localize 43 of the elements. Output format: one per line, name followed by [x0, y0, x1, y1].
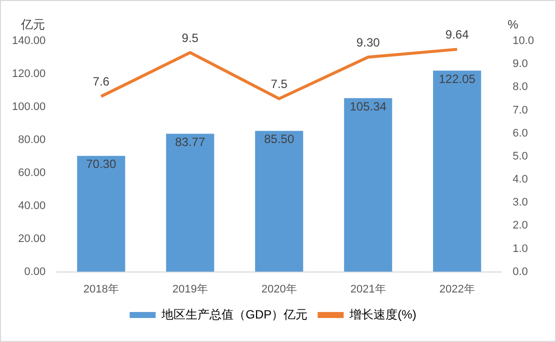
x-tick-label: 2018年: [83, 283, 119, 296]
y2-tick-label: 3.0: [512, 196, 528, 209]
bar: [77, 156, 126, 272]
data-label: 122.05: [438, 72, 476, 86]
y2-tick-label: 1.0: [512, 242, 528, 255]
y-tick-label: 20.00: [18, 232, 46, 245]
y-tick-label: 140.00: [12, 35, 46, 48]
y-tick-label: 60.00: [18, 166, 46, 179]
y-axis-title: 亿元: [20, 17, 45, 32]
data-label: 9.5: [182, 30, 199, 45]
data-label: 85.50: [264, 132, 294, 146]
y2-axis-title: %: [508, 17, 519, 32]
data-label: 7.5: [270, 77, 288, 92]
y2-tick-label: 4.0: [512, 174, 528, 186]
bar: [433, 70, 482, 272]
y2-tick-label: 10.0: [512, 35, 534, 48]
data-label: 9.30: [356, 35, 380, 50]
y2-tick-label: 7.0: [512, 104, 528, 116]
y2-tick-label: 2.0: [512, 220, 528, 232]
y-tick-label: 80.00: [18, 134, 46, 146]
y-tick-label: 100.00: [12, 100, 46, 113]
y-tick-label: 0.00: [24, 266, 46, 278]
y-tick-label: 120.00: [12, 68, 46, 80]
x-tick-label: 2019年: [172, 283, 208, 296]
legend-label: 地区生产总值（GDP）亿元: [160, 307, 308, 322]
y-tick-label: 40.00: [18, 200, 46, 212]
data-label: 83.77: [175, 135, 206, 150]
bar: [344, 98, 392, 272]
y2-tick-label: 8.0: [512, 81, 528, 94]
data-label: 9.64: [445, 28, 470, 42]
bar: [255, 130, 304, 272]
y2-tick-label: 9.0: [512, 58, 528, 70]
x-tick-label: 2021年: [350, 283, 386, 296]
data-label: 105.34: [350, 99, 387, 114]
x-tick-label: 2020年: [261, 283, 297, 296]
y2-tick-label: 0.0: [512, 266, 528, 278]
y2-tick-label: 5.0: [512, 150, 528, 162]
legend-label: 增长速度(%): [348, 307, 416, 322]
data-label: 70.30: [86, 157, 116, 172]
bar: [166, 134, 214, 272]
y2-tick-label: 6.0: [512, 127, 528, 140]
x-tick-label: 2022年: [439, 283, 475, 296]
data-label: 7.6: [92, 74, 110, 89]
